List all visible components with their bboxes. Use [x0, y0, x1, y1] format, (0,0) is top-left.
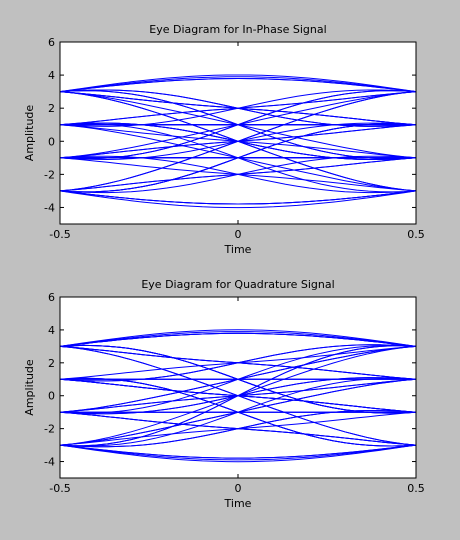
y-axis-label: Amplitude [23, 105, 36, 162]
x-tick-label: -0.5 [49, 228, 70, 241]
eye-trace [60, 76, 416, 93]
eye-trace [60, 74, 416, 93]
y-tick-label: 6 [48, 36, 55, 49]
eye-trace [60, 344, 416, 414]
eye-trace [60, 444, 416, 459]
chart-1: -0.5 0 0.5 -4 -2 0 2 4 6 Eye Diagram for In-Phase… [23, 23, 425, 256]
y-tick-label: 0 [48, 135, 55, 148]
x-axis-label: Time [224, 243, 252, 256]
y-axis-label: Amplitude [23, 359, 36, 416]
x-tick-label: -0.5 [49, 482, 70, 495]
eye-trace [60, 190, 416, 209]
eye-trace [60, 91, 416, 126]
eye-trace [60, 444, 416, 461]
trace-group [60, 74, 416, 209]
chart-2: -0.5 0 0.5 -4 -2 0 2 4 6 Eye Diagram for Quadratu… [23, 278, 425, 510]
eye-trace [60, 77, 416, 93]
eye-trace [60, 409, 416, 448]
x-tick-label: 0.5 [407, 482, 425, 495]
eye-trace [60, 190, 416, 205]
eye-trace [60, 123, 416, 193]
y-tick-label: -2 [44, 423, 55, 436]
eye-trace [60, 331, 416, 347]
eye-trace [60, 90, 416, 160]
eye-trace [60, 345, 416, 447]
x-tick-label: 0 [235, 228, 242, 241]
x-axis-label: Time [224, 497, 252, 510]
x-tick-label: 0 [235, 482, 242, 495]
chart-title: Eye Diagram for Quadrature Signal [141, 278, 334, 291]
y-tick-label: 2 [48, 357, 55, 370]
trace-group [60, 329, 416, 463]
eye-trace [60, 91, 416, 192]
eye-trace [60, 345, 416, 380]
y-tick-label: 0 [48, 390, 55, 403]
y-tick-label: -2 [44, 168, 55, 181]
y-tick-label: 6 [48, 291, 55, 304]
eye-trace [60, 329, 416, 347]
eye-trace [60, 444, 416, 463]
x-tick-label: 0.5 [407, 228, 425, 241]
y-tick-label: 2 [48, 102, 55, 115]
y-tick-label: 4 [48, 324, 55, 337]
chart-title: Eye Diagram for In-Phase Signal [149, 23, 326, 36]
y-tick-label: -4 [44, 201, 55, 214]
eye-trace [60, 378, 416, 446]
y-tick-label: -4 [44, 456, 55, 469]
eye-trace [60, 332, 416, 347]
eye-trace [60, 155, 416, 194]
y-tick-label: 4 [48, 69, 55, 82]
